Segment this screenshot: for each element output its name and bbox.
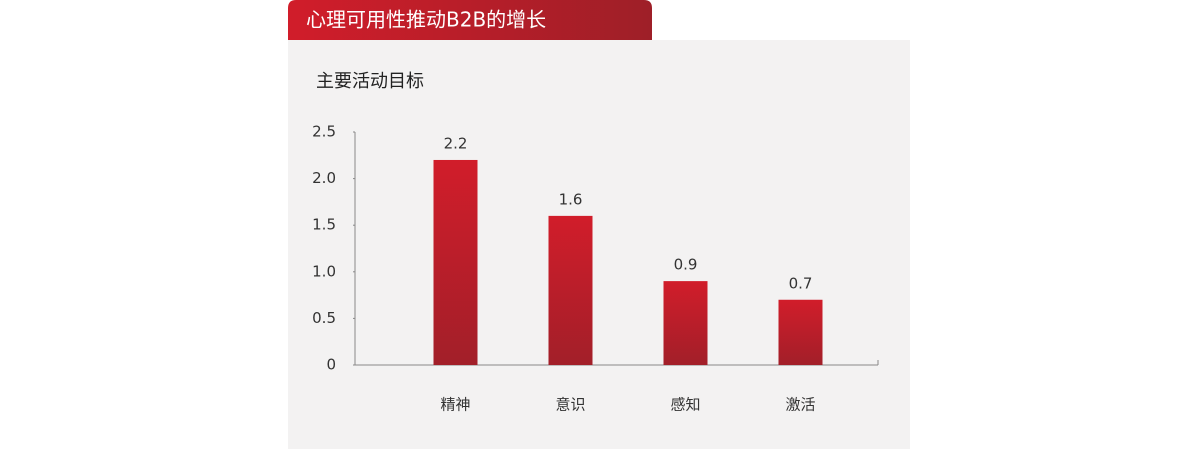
chart-subtitle: 主要活动目标 <box>316 71 424 92</box>
value-label: 1.6 <box>559 190 583 208</box>
bar <box>778 299 823 365</box>
bar <box>663 281 708 365</box>
value-label: 0.9 <box>674 256 698 274</box>
bar <box>548 215 593 365</box>
value-label: 0.7 <box>789 274 813 292</box>
chart-title: 心理可用性推动B2B的增长 <box>306 8 546 32</box>
y-tick-label: 2.5 <box>312 123 336 141</box>
y-tick-label: 1.5 <box>312 216 336 234</box>
value-label: 2.2 <box>444 134 468 152</box>
header-tab <box>288 0 652 40</box>
panel <box>288 40 910 449</box>
x-tick-label: 感知 <box>670 396 700 414</box>
y-tick-label: 0 <box>326 356 336 374</box>
bar <box>433 159 478 365</box>
x-tick-label: 精神 <box>440 396 470 414</box>
y-tick-label: 2.0 <box>312 169 336 187</box>
x-tick-label: 意识 <box>555 396 585 414</box>
y-tick-label: 1.0 <box>312 262 336 280</box>
y-tick-label: 0.5 <box>312 309 336 327</box>
x-tick-label: 激活 <box>785 396 815 414</box>
